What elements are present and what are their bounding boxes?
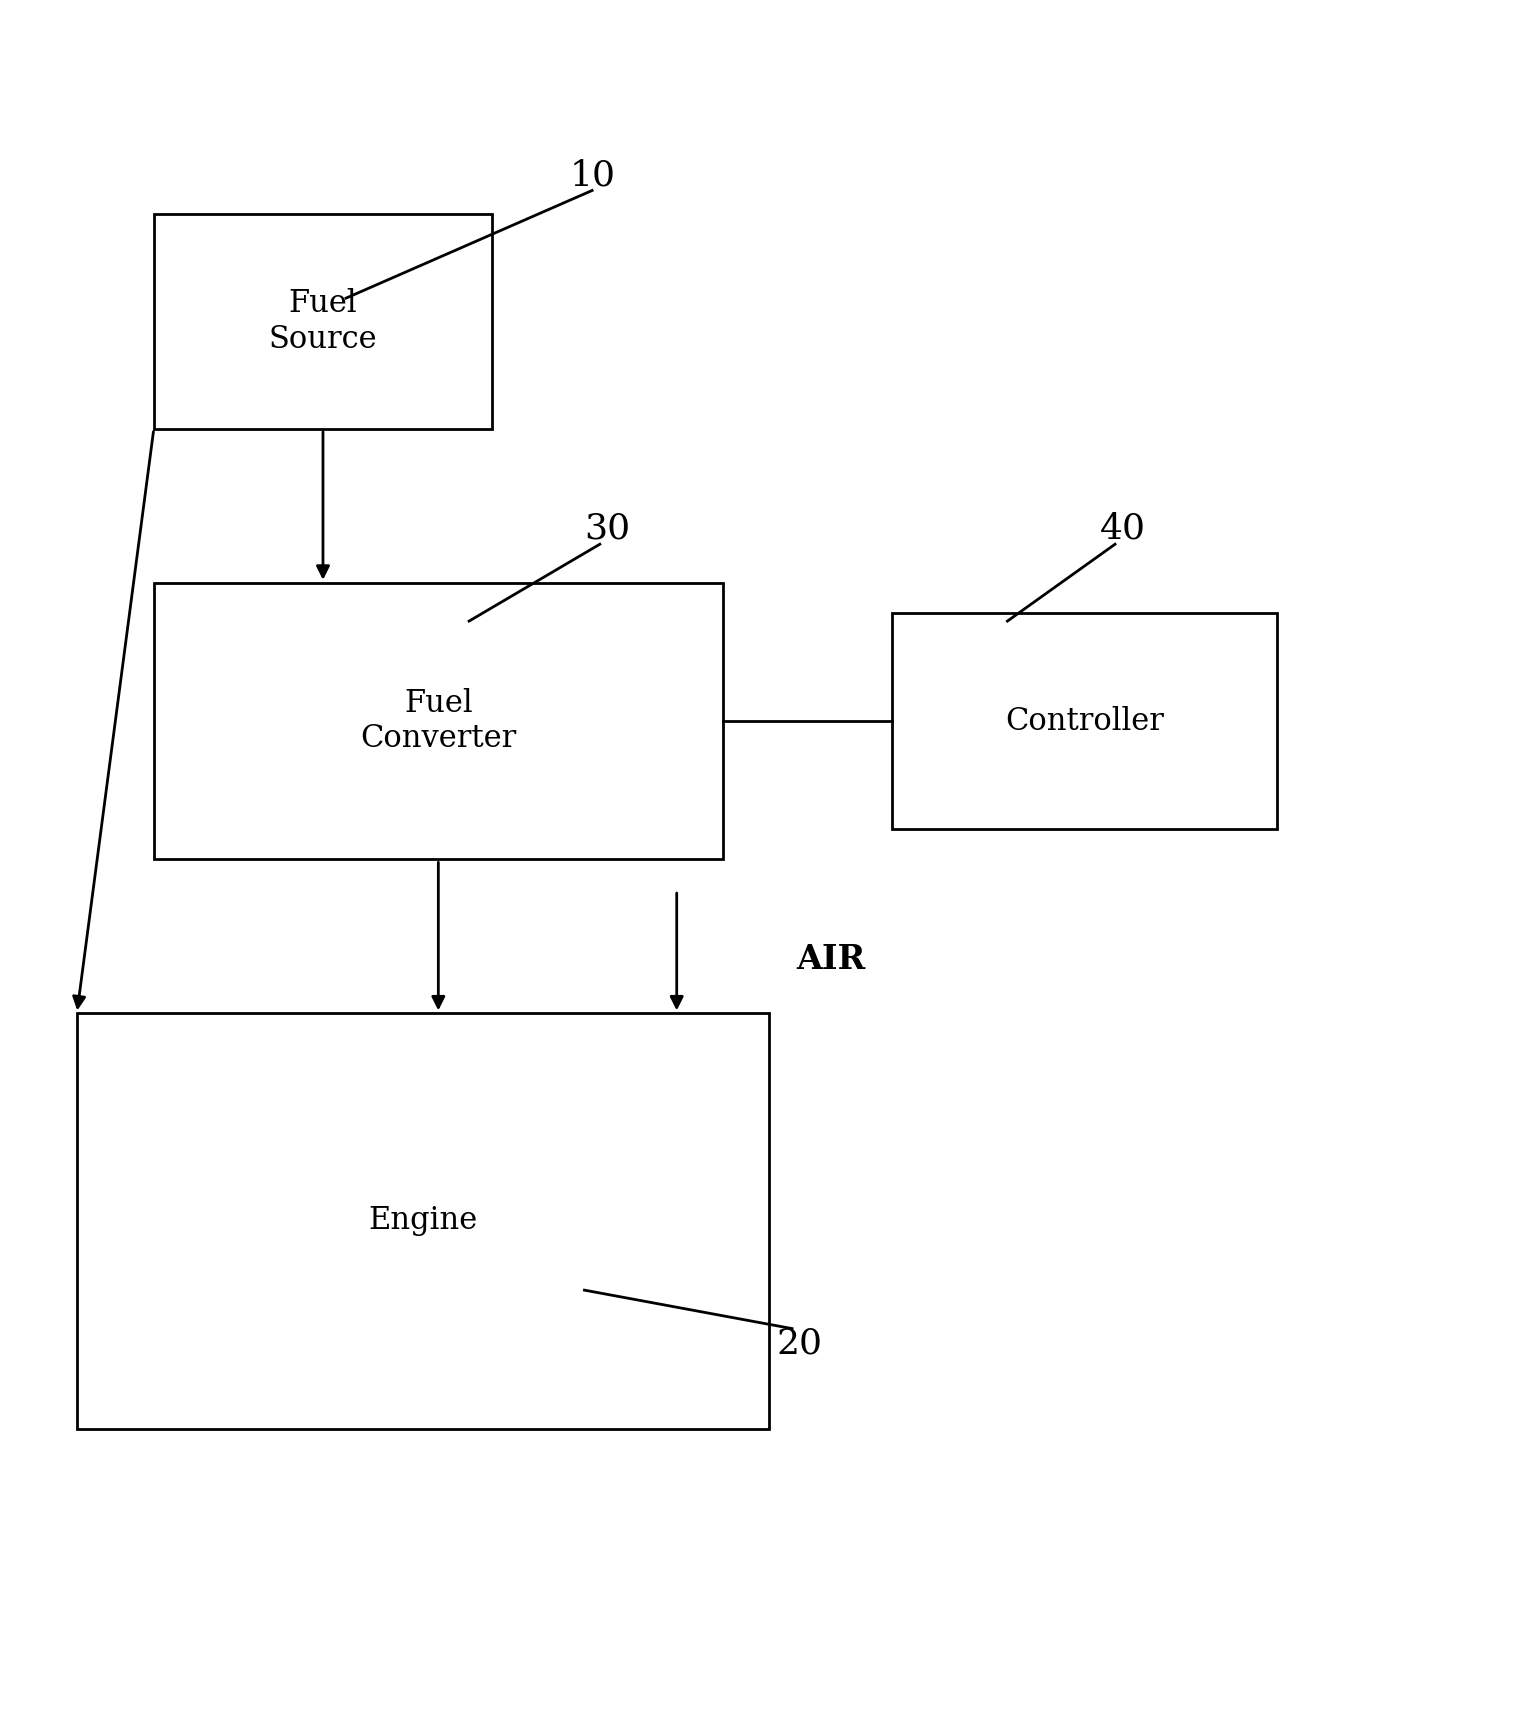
Text: Fuel
Converter: Fuel Converter — [360, 688, 517, 755]
FancyBboxPatch shape — [77, 1012, 769, 1428]
Text: Engine: Engine — [368, 1205, 478, 1236]
Text: 10: 10 — [569, 158, 615, 193]
FancyBboxPatch shape — [154, 583, 723, 860]
Text: Controller: Controller — [1004, 705, 1164, 736]
FancyBboxPatch shape — [892, 614, 1277, 829]
Text: 20: 20 — [777, 1327, 823, 1361]
FancyBboxPatch shape — [154, 213, 492, 428]
Text: 40: 40 — [1100, 512, 1146, 547]
Text: AIR: AIR — [795, 944, 866, 976]
Text: Fuel
Source: Fuel Source — [269, 287, 377, 354]
Text: 30: 30 — [584, 512, 631, 547]
